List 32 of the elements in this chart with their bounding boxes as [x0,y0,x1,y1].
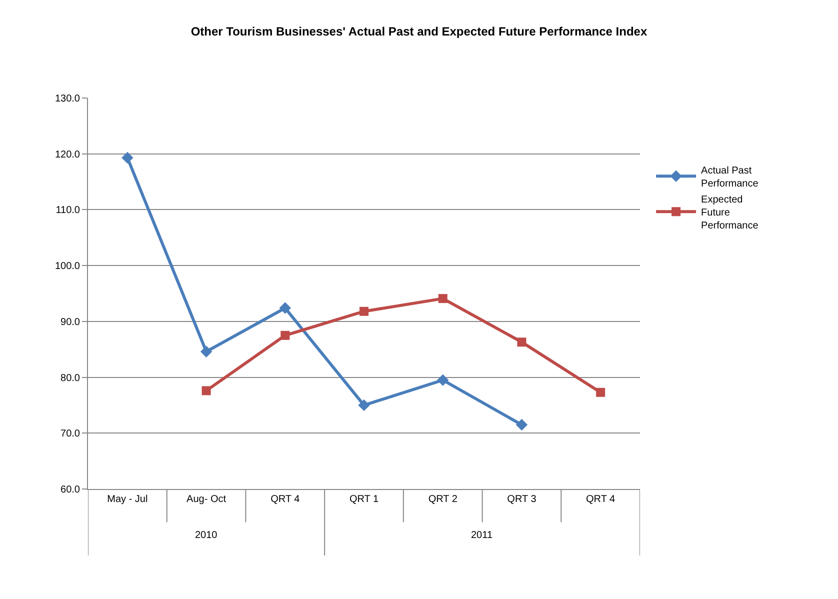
y-tick-label: 90.0 [60,316,80,328]
y-tick-label: 60.0 [60,484,80,496]
point [200,346,212,358]
x-tick-label: May - Jul [107,494,148,505]
point [596,388,606,397]
y-tick-label: 80.0 [60,372,80,384]
point [202,386,211,396]
point [358,399,370,412]
point [122,152,134,164]
x-tick-label: QRT 2 [428,494,458,505]
x-tick-label: QRT 3 [507,494,537,505]
y-tick-label: 70.0 [60,428,80,440]
point [280,330,290,340]
point [360,306,368,316]
text: 2011 [471,530,493,541]
y-tick-label: 120.0 [54,149,80,160]
x-tick-label: QRT 4 [586,494,616,505]
x-tick-label: QRT 4 [270,494,300,505]
y-tick-label: 110.0 [56,205,80,216]
point [438,294,448,304]
y-tick-label: 130.0 [54,94,80,104]
legend-label: Expected Future Performance [701,194,759,232]
x-tick-label: Aug- Oct [186,494,226,505]
text: 2010 [195,530,218,541]
legend-label: Actual Past Performance [701,166,759,190]
point [516,418,528,431]
chart-title: Other Tourism Businesses' Actual Past and Expected Future Performance Index [190,24,648,38]
point [279,302,291,314]
point [517,338,526,347]
y-tick-label: 100.0 [54,261,80,272]
x-tick-label: QRT 1 [349,494,379,505]
point [437,374,449,386]
